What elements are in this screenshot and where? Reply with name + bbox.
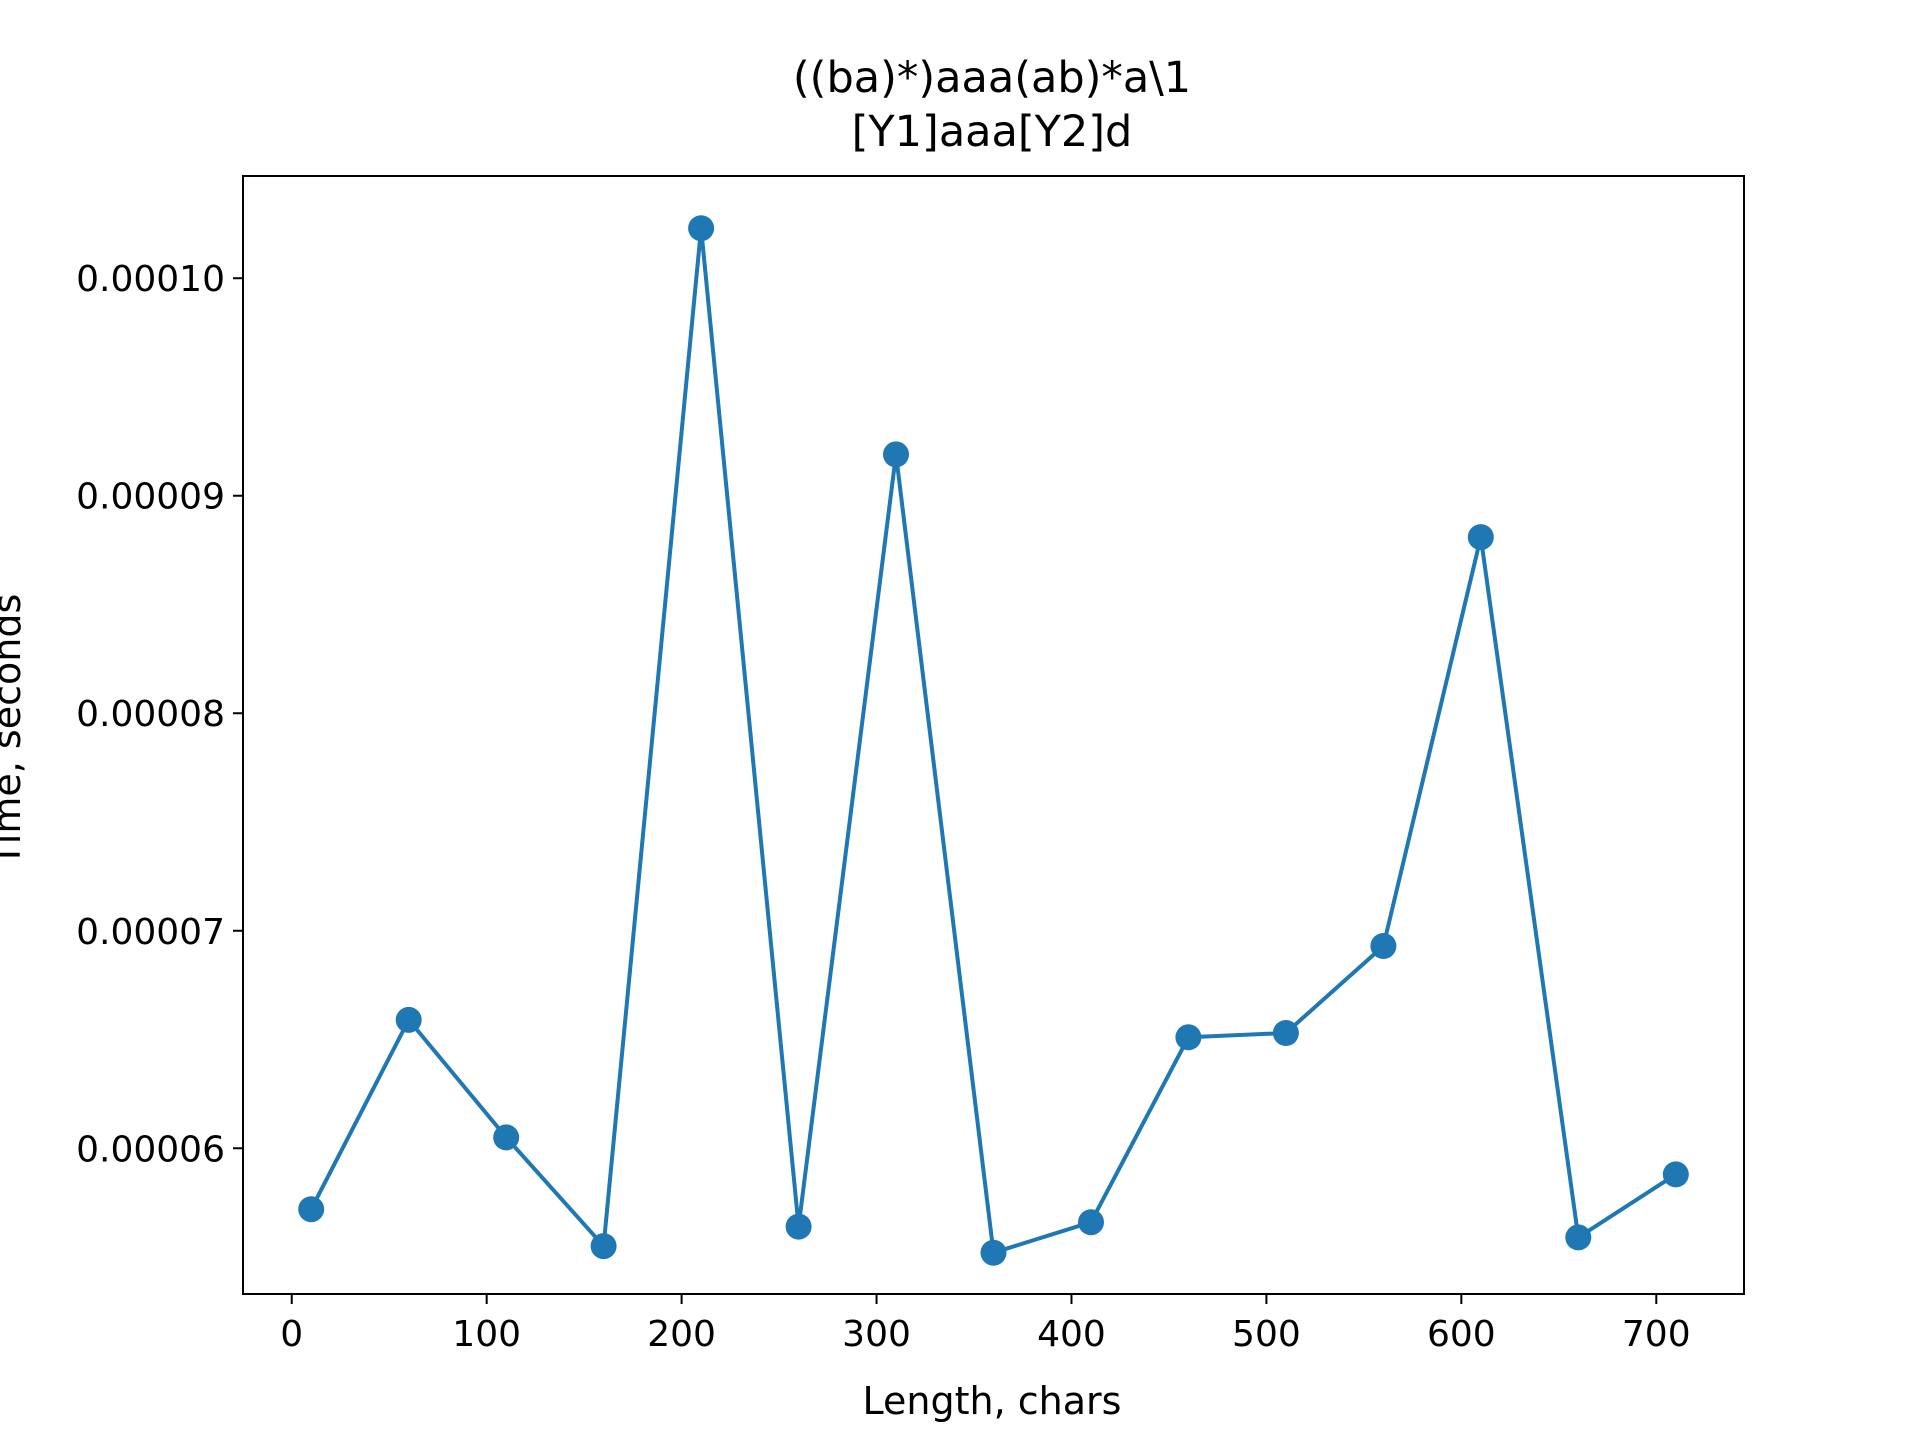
y-axis-label: Time, seconds <box>0 594 29 867</box>
data-point <box>980 1239 1007 1266</box>
chart-title: ((ba)*)aaa(ab)*a\1 <box>793 53 1191 103</box>
y-tick-label: 0.00006 <box>76 1129 225 1170</box>
data-point <box>1565 1224 1592 1251</box>
plot-area <box>298 215 1689 1266</box>
x-tick-label: 400 <box>1037 1314 1106 1355</box>
axes-frame <box>242 175 1745 1295</box>
chart-subtitle: [Y1]aaa[Y2]d <box>852 107 1133 157</box>
y-tick-label: 0.00009 <box>76 477 225 518</box>
data-point <box>298 1196 325 1223</box>
x-axis-ticks: 0 100 200 300 400 500 600 700 <box>280 1294 1691 1355</box>
x-axis-label: Length, chars <box>863 1379 1122 1423</box>
data-point <box>1662 1161 1689 1188</box>
data-point <box>883 441 909 468</box>
data-point <box>493 1124 520 1151</box>
x-tick-label: 200 <box>647 1314 716 1355</box>
data-point <box>1467 524 1494 551</box>
y-tick-label: 0.00007 <box>76 912 225 953</box>
x-tick-label: 0 <box>280 1314 303 1355</box>
x-tick-label: 600 <box>1427 1314 1496 1355</box>
data-point <box>785 1213 812 1240</box>
x-tick-label: 100 <box>452 1314 521 1355</box>
x-tick-label: 700 <box>1622 1314 1691 1355</box>
data-point <box>1370 933 1397 959</box>
y-axis-ticks: 0.00006 0.00007 0.00008 0.00009 0.00010 <box>76 259 243 1170</box>
x-tick-label: 500 <box>1232 1314 1301 1355</box>
data-point <box>1078 1209 1104 1236</box>
x-tick-label: 300 <box>842 1314 911 1355</box>
data-point <box>1272 1020 1299 1046</box>
data-point <box>395 1006 422 1033</box>
data-point <box>1175 1024 1202 1051</box>
y-tick-label: 0.00008 <box>76 694 225 735</box>
data-point <box>590 1233 617 1260</box>
y-tick-label: 0.00010 <box>76 259 225 300</box>
data-point <box>688 215 715 242</box>
